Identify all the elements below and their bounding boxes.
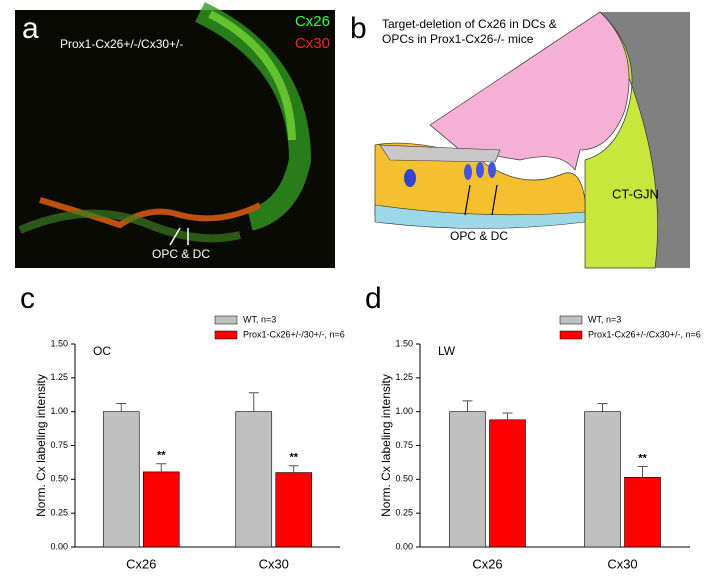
error-bar xyxy=(637,465,648,478)
bar xyxy=(102,411,140,548)
legend-swatch xyxy=(214,315,238,325)
panel-a: a Prox1-Cx26+/-/Cx30+/- Cx26 Cx30 OPC & … xyxy=(15,2,335,268)
panel-letter: c xyxy=(20,282,35,315)
error-bar xyxy=(502,412,513,420)
y-tick-label: 1.25 xyxy=(50,372,68,382)
micrograph xyxy=(15,10,335,268)
genotype: Prox1-Cx26+/-/Cx30+/- xyxy=(60,37,183,51)
green-label: Cx26 xyxy=(295,13,330,30)
y-tick-label: 0.00 xyxy=(395,541,413,551)
lateral-wall xyxy=(584,11,658,269)
bar xyxy=(142,471,180,548)
legend-label: WT, n=3 xyxy=(588,314,621,324)
bar xyxy=(235,411,273,548)
significance: ** xyxy=(289,452,298,464)
y-tick-label: 0.25 xyxy=(395,508,413,518)
bar xyxy=(449,411,486,548)
bar xyxy=(489,419,526,548)
cell xyxy=(404,169,416,187)
legend-swatch xyxy=(214,330,238,340)
error-bar xyxy=(116,403,127,412)
y-tick-label: 0.75 xyxy=(395,440,413,450)
tectorial xyxy=(379,144,501,163)
tissue-bright xyxy=(208,10,296,141)
significance: ** xyxy=(638,452,647,464)
panel-b: b Target-deletion of Cx26 in DCs & OPCs … xyxy=(350,11,690,269)
y-tick-label: 1.50 xyxy=(50,338,68,348)
bone xyxy=(600,12,690,268)
panel-title: OC xyxy=(93,344,111,358)
title-line: Target-deletion of Cx26 in DCs & xyxy=(382,17,557,31)
x-tick-label: Cx30 xyxy=(259,556,289,571)
panel-title: LW xyxy=(438,344,456,358)
region-label: CT-GJN xyxy=(612,186,659,201)
cell xyxy=(464,164,472,180)
legend-label: Prox1-Cx26+/-/30+/-, n=6 xyxy=(243,329,345,339)
y-tick-label: 1.25 xyxy=(395,372,413,382)
panel-letter: b xyxy=(350,12,367,45)
x-tick-label: Cx30 xyxy=(607,556,637,571)
legend-label: Prox1-Cx26+/-/Cx30+/-, n=6 xyxy=(588,329,701,339)
bar xyxy=(275,472,313,548)
y-tick-label: 0.00 xyxy=(50,541,68,551)
arrow-label: OPC & DC xyxy=(152,247,210,261)
legend-swatch xyxy=(559,330,583,340)
legend-label: WT, n=3 xyxy=(243,314,276,324)
y-tick-label: 1.50 xyxy=(395,338,413,348)
error-bar xyxy=(462,400,473,412)
tissue-lower xyxy=(18,209,241,243)
y-tick-label: 1.00 xyxy=(395,406,413,416)
x-tick-label: Cx26 xyxy=(472,556,502,571)
arrows xyxy=(464,184,498,216)
cell xyxy=(488,162,496,178)
legend-swatch xyxy=(559,315,583,325)
error-bar xyxy=(597,403,608,412)
membrane xyxy=(374,204,586,229)
scala-media xyxy=(429,11,630,171)
cell xyxy=(476,162,484,178)
arrow-label: OPC & DC xyxy=(450,229,508,243)
panel-letter: d xyxy=(365,282,382,315)
bar xyxy=(624,477,661,548)
y-tick-label: 0.50 xyxy=(395,474,413,484)
y-axis-label: Norm. Cx labeling intensity xyxy=(34,374,48,517)
error-bar xyxy=(248,392,259,412)
bar xyxy=(584,411,621,548)
y-tick-label: 0.25 xyxy=(50,508,68,518)
significance: ** xyxy=(157,450,166,462)
x-tick-label: Cx26 xyxy=(126,556,156,571)
y-tick-label: 0.50 xyxy=(50,474,68,484)
title-line: OPCs in Prox1-Cx26-/- mice xyxy=(382,32,534,46)
error-bar xyxy=(288,465,299,473)
y-axis-label: Norm. Cx labeling intensity xyxy=(379,374,393,517)
red-label: Cx30 xyxy=(295,35,330,52)
arrows xyxy=(169,227,189,246)
y-tick-label: 1.00 xyxy=(50,406,68,416)
y-tick-label: 0.75 xyxy=(50,440,68,450)
error-bar xyxy=(156,463,167,472)
panel-letter: a xyxy=(22,12,39,45)
